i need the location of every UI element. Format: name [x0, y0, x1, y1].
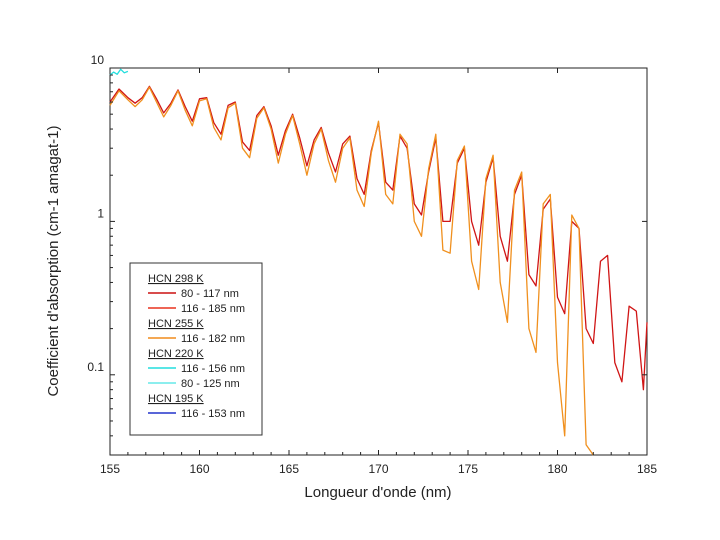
x-tick-label-6: 185 — [637, 462, 657, 476]
legend-label-0-1: 116 - 185 nm — [181, 303, 245, 315]
x-tick-label-2: 165 — [279, 462, 299, 476]
legend-box — [129, 262, 263, 436]
series-layer — [109, 68, 648, 456]
legend: HCN 298 K 80 - 117 nm 116 - 185 nm HCN 255 … — [129, 262, 263, 436]
legend-header-0: HCN 298 K — [148, 273, 204, 285]
legend-header-3: HCN 195 K — [148, 393, 204, 405]
legend-label-1-0: 116 - 182 nm — [181, 333, 245, 345]
y-tick-label-2: 0.1 — [87, 360, 104, 374]
y-tick-label-1: 1 — [97, 206, 104, 220]
series-line-1 — [109, 86, 594, 456]
legend-header-2: HCN 220 K — [148, 348, 204, 360]
legend-header-1: HCN 255 K — [148, 318, 204, 330]
series-line-2 — [109, 68, 129, 76]
x-tick-label-0: 155 — [100, 462, 120, 476]
legend-label-2-1: 80 - 125 nm — [181, 378, 240, 390]
y-axis-title: Coefficient d'absorption (cm-1 amagat-1) — [45, 125, 62, 396]
x-tick-label-4: 175 — [458, 462, 478, 476]
y-tick-label-0: 10 — [91, 53, 105, 67]
x-tick-label-5: 180 — [547, 462, 567, 476]
x-tick-label-1: 160 — [189, 462, 209, 476]
x-tick-label-3: 170 — [368, 462, 388, 476]
legend-label-0-0: 80 - 117 nm — [181, 288, 239, 300]
legend-label-2-0: 116 - 156 nm — [181, 363, 245, 375]
legend-label-3-0: 116 - 153 nm — [181, 408, 245, 420]
axis-layer: 155 160 165 170 175 180 185 10 1 0.1 — [87, 53, 657, 476]
x-axis-title: Longueur d'onde (nm) — [304, 484, 451, 501]
